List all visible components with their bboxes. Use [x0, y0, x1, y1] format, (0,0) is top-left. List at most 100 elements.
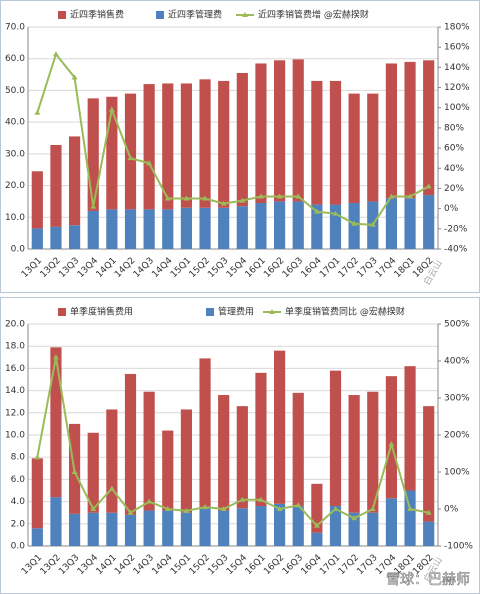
y-tick-label: 60.0: [5, 54, 25, 64]
line-marker: [369, 506, 376, 511]
bar: [329, 506, 342, 546]
line-marker: [313, 208, 320, 214]
bar: [162, 83, 174, 210]
y-tick-label: 30.0: [5, 149, 25, 159]
bar: [87, 98, 99, 211]
bar: [143, 209, 155, 249]
line-marker: [71, 74, 78, 80]
bar: [329, 204, 342, 249]
y-tick-label: 14.0: [5, 386, 25, 396]
legend-label: 近四季管理费: [168, 9, 222, 21]
line-marker: [425, 183, 432, 189]
legend-swatch: [206, 308, 214, 316]
bar: [385, 198, 397, 249]
bar: [423, 60, 435, 196]
line-marker: [276, 506, 283, 511]
bar: [124, 514, 137, 546]
bar: [311, 204, 323, 249]
line-marker: [202, 195, 209, 201]
line-marker: [332, 210, 339, 216]
y-tick-label: 40.0: [5, 118, 25, 128]
y2-tick-label: 100%: [444, 468, 470, 478]
bar: [124, 373, 137, 515]
bar: [162, 430, 174, 511]
bar: [106, 409, 118, 513]
bar: [69, 513, 81, 546]
line-marker: [34, 454, 41, 460]
line-marker: [127, 155, 134, 161]
bar: [106, 209, 118, 249]
bar: [31, 228, 43, 249]
bar: [236, 206, 248, 249]
y2-tick-label: 140%: [444, 63, 470, 73]
bar: [87, 512, 99, 546]
bar: [385, 498, 397, 546]
bar: [348, 93, 360, 204]
y2-tick-label: 300%: [444, 394, 470, 404]
line-marker: [239, 496, 246, 502]
line-marker: [34, 109, 41, 115]
line-marker: [239, 197, 246, 203]
line-marker: [313, 522, 320, 528]
bar: [274, 350, 286, 504]
y2-tick-label: 0%: [444, 204, 459, 214]
y2-tick-label: 120%: [444, 83, 470, 93]
y2-tick-label: 80%: [444, 123, 464, 133]
y2-tick-label: 180%: [444, 23, 470, 33]
bar: [292, 506, 304, 546]
line-marker: [127, 509, 134, 515]
bar: [31, 171, 43, 229]
bar: [311, 483, 323, 533]
line: [36, 52, 430, 226]
bar: [367, 391, 379, 513]
bar: [218, 510, 230, 546]
legend-swatch: [58, 11, 66, 19]
legend-label: 管理费用: [218, 306, 254, 318]
bar: [255, 506, 267, 546]
line-marker: [257, 496, 264, 502]
bar: [199, 508, 211, 546]
line-marker: [146, 160, 153, 166]
bar: [31, 528, 43, 546]
y-tick-label: 0.0: [11, 542, 26, 552]
y2-tick-label: 400%: [444, 357, 470, 367]
y2-tick-label: 500%: [444, 320, 470, 330]
bar: [423, 195, 435, 249]
line-marker: [71, 469, 78, 474]
bar: [218, 395, 230, 511]
bar: [404, 61, 416, 199]
legend-marker: [269, 309, 275, 314]
line-marker: [220, 506, 227, 511]
bar: [311, 532, 323, 546]
y-tick-label: 20.0: [5, 181, 25, 191]
bar: [180, 512, 192, 546]
bar: [124, 93, 137, 210]
y2-tick-label: 160%: [444, 43, 470, 53]
y-tick-label: 2.0: [11, 519, 26, 529]
line-marker: [351, 220, 358, 226]
bar: [385, 376, 397, 499]
y-tick-label: 10.0: [5, 213, 25, 223]
legend-swatch: [156, 11, 164, 19]
y-tick-label: 50.0: [5, 86, 25, 96]
line-marker: [146, 498, 153, 504]
bar: [199, 79, 211, 208]
bar: [31, 458, 43, 529]
bar: [348, 395, 360, 513]
y2-tick-label: 20%: [444, 184, 464, 194]
bar: [423, 521, 435, 546]
bar: [292, 59, 304, 202]
bar: [69, 225, 81, 249]
bar: [106, 512, 118, 546]
bar: [199, 207, 211, 249]
bar: [180, 409, 192, 513]
bar: [162, 209, 174, 249]
bar: [106, 96, 118, 210]
line-marker: [108, 106, 115, 112]
legend-swatch: [58, 308, 66, 316]
line-marker: [295, 502, 302, 508]
line-marker: [52, 354, 59, 360]
bar: [329, 80, 342, 205]
line-marker: [52, 51, 59, 57]
line-marker: [90, 203, 97, 209]
